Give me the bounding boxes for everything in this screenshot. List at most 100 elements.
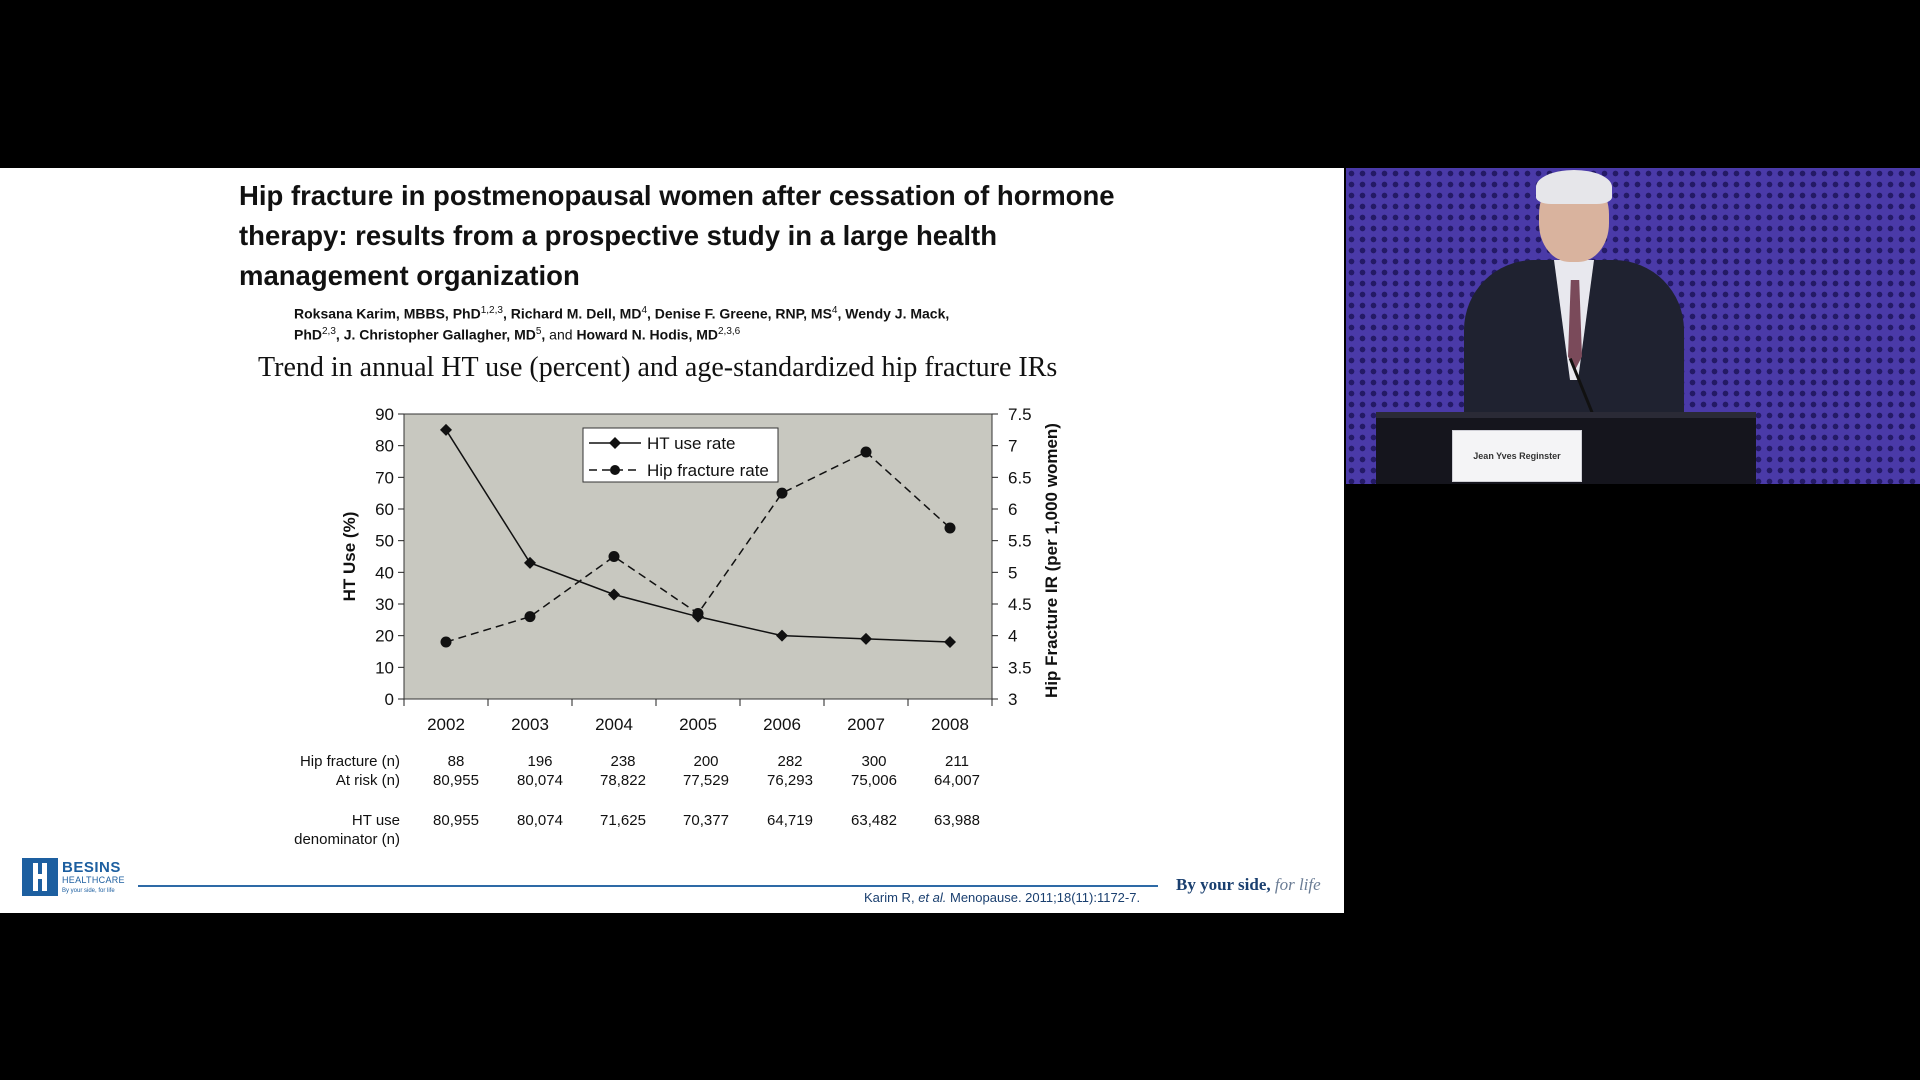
hip-fracture-n-cell: 88 bbox=[448, 753, 465, 770]
author-name: Richard M. Dell, MD bbox=[510, 305, 642, 322]
ht-use-denominator-cell: 63,482 bbox=[851, 812, 897, 829]
ht-use-denominator-cell: 80,074 bbox=[517, 812, 563, 829]
paper-title: Hip fracture in postmenopausal women aft… bbox=[239, 180, 1115, 291]
legend-label: Hip fracture rate bbox=[647, 461, 769, 480]
at-risk-n-cell: 80,955 bbox=[433, 772, 479, 789]
hip-fracture-point bbox=[692, 608, 704, 619]
y-tick-label: 70 bbox=[375, 468, 394, 487]
speaker-video-feed: Jean Yves Reginster bbox=[1346, 168, 1920, 484]
x-tick-label: 2007 bbox=[847, 715, 885, 734]
hip-fracture-n-cell: 282 bbox=[777, 753, 802, 770]
table-row-label: HT use bbox=[352, 812, 400, 829]
y2-tick-label: 6 bbox=[1008, 500, 1017, 519]
hip-fracture-point bbox=[524, 611, 536, 623]
author-list: Roksana Karim, MBBS, PhD1,2,3, Richard M… bbox=[294, 305, 950, 343]
ht-use-point bbox=[776, 629, 788, 642]
at-risk-n-cell: 78,822 bbox=[600, 772, 646, 789]
y-tick-label: 0 bbox=[385, 690, 394, 709]
hip-fracture-n-cell: 238 bbox=[610, 753, 635, 770]
tagline-script: for life bbox=[1274, 875, 1321, 894]
author-affiliation: 4 bbox=[641, 305, 647, 316]
chart-caption: Trend in annual HT use (percent) and age… bbox=[258, 352, 1058, 383]
hip-fracture-point bbox=[944, 522, 956, 534]
author-affiliation: 1,2,3 bbox=[480, 305, 503, 316]
ht-use-denominator-cell: 80,955 bbox=[433, 812, 479, 829]
author-name: Howard N. Hodis, MD bbox=[576, 326, 718, 343]
author-affiliation: 4 bbox=[831, 305, 838, 316]
logo-name: BESINS bbox=[62, 859, 121, 876]
author-affiliation: 5 bbox=[535, 325, 542, 337]
ht-use-denominator-cell: 71,625 bbox=[600, 812, 646, 829]
hip-fracture-point bbox=[860, 446, 872, 458]
ht-use-point bbox=[524, 556, 536, 569]
at-risk-n-cell: 64,007 bbox=[934, 772, 980, 789]
y-tick-label: 90 bbox=[375, 405, 394, 424]
y2-tick-label: 7 bbox=[1008, 437, 1017, 456]
ht-use-denominator-cell: 63,988 bbox=[934, 812, 980, 829]
author-name: Wendy J. Mack, PhD bbox=[294, 305, 950, 343]
author-name: Roksana Karim, MBBS, PhD bbox=[294, 305, 481, 322]
hip-fracture-point bbox=[440, 636, 452, 648]
x-tick-label: 2008 bbox=[931, 715, 969, 734]
ht-use-denominator-cell: 64,719 bbox=[767, 812, 813, 829]
hip-fracture-chart: 0 10 20 30 40 50 60 70 80 90 3 3.5 4 4.5 5 5.5 6 6.5 7 7.5 2… bbox=[294, 405, 1061, 848]
ht-use-point bbox=[944, 636, 956, 648]
at-risk-n-cell: 77,529 bbox=[683, 772, 729, 789]
ht-use-point bbox=[440, 423, 452, 436]
hip-fracture-n-cell: 300 bbox=[861, 753, 886, 770]
y-tick-label: 10 bbox=[375, 658, 394, 677]
table-row-label: denominator (n) bbox=[294, 831, 400, 848]
table-row-label: Hip fracture (n) bbox=[300, 753, 400, 770]
y2-axis-label: Hip Fracture IR (per 1,000 women) bbox=[1042, 423, 1061, 698]
citation-etal: et al. bbox=[918, 890, 947, 905]
author-and: and bbox=[545, 326, 577, 343]
podium-top bbox=[1376, 412, 1756, 420]
besins-logo-icon bbox=[22, 858, 58, 896]
author-name: Denise F. Greene, RNP, MS bbox=[654, 305, 832, 322]
tagline-main: By your side, bbox=[1176, 875, 1271, 894]
speaker-tie bbox=[1568, 280, 1582, 370]
hip-fracture-n-cell: 211 bbox=[945, 753, 969, 770]
author-affiliation: 2,3,6 bbox=[718, 325, 741, 337]
y2-tick-label: 3.5 bbox=[1008, 658, 1032, 677]
brand-tagline: By your side, for life bbox=[1176, 875, 1321, 895]
y-tick-label: 20 bbox=[375, 627, 394, 646]
hip-fracture-point bbox=[776, 487, 788, 499]
y-tick-label: 80 bbox=[375, 437, 394, 456]
legend-label: HT use rate bbox=[647, 434, 736, 453]
hip-fracture-n-cell: 196 bbox=[527, 753, 552, 770]
citation: Karim R, et al. Menopause. 2011;18(11):1… bbox=[864, 890, 1140, 905]
ht-use-point bbox=[608, 588, 620, 601]
y2-tick-label: 3 bbox=[1008, 690, 1017, 709]
logo-tagline: By your side, for life bbox=[62, 888, 115, 894]
y-tick-label: 60 bbox=[375, 500, 394, 519]
y-axis-label: HT Use (%) bbox=[340, 512, 359, 602]
x-tick-label: 2003 bbox=[511, 715, 549, 734]
x-tick-label: 2004 bbox=[595, 715, 633, 734]
x-tick-label: 2002 bbox=[427, 715, 465, 734]
citation-authors: Karim R, bbox=[864, 890, 915, 905]
at-risk-n-cell: 75,006 bbox=[851, 772, 897, 789]
footer-divider bbox=[138, 885, 1158, 887]
y2-tick-label: 5 bbox=[1008, 563, 1017, 582]
y2-tick-label: 7.5 bbox=[1008, 405, 1032, 424]
presentation-slide: Hip fracture in postmenopausal women aft… bbox=[0, 168, 1344, 913]
y2-tick-label: 5.5 bbox=[1008, 532, 1032, 551]
at-risk-n-cell: 80,074 bbox=[517, 772, 563, 789]
table-row-label: At risk (n) bbox=[336, 772, 400, 789]
y2-tick-label: 4 bbox=[1008, 627, 1017, 646]
author-affiliation: 2,3 bbox=[322, 325, 336, 337]
at-risk-n-cell: 76,293 bbox=[767, 772, 813, 789]
hip-fracture-n-cell: 200 bbox=[693, 753, 718, 770]
y-tick-label: 30 bbox=[375, 595, 394, 614]
ht-use-denominator-cell: 70,377 bbox=[683, 812, 729, 829]
legend-marker bbox=[610, 465, 620, 475]
ht-use-point bbox=[860, 632, 872, 645]
y2-tick-label: 6.5 bbox=[1008, 468, 1032, 487]
author-name: J. Christopher Gallagher, MD bbox=[343, 326, 536, 343]
besins-logo: BESINS HEALTHCARE By your side, for life bbox=[22, 858, 132, 902]
x-tick-label: 2005 bbox=[679, 715, 717, 734]
legend-marker bbox=[609, 437, 621, 449]
y-tick-label: 40 bbox=[375, 563, 394, 582]
y-tick-label: 50 bbox=[375, 532, 394, 551]
